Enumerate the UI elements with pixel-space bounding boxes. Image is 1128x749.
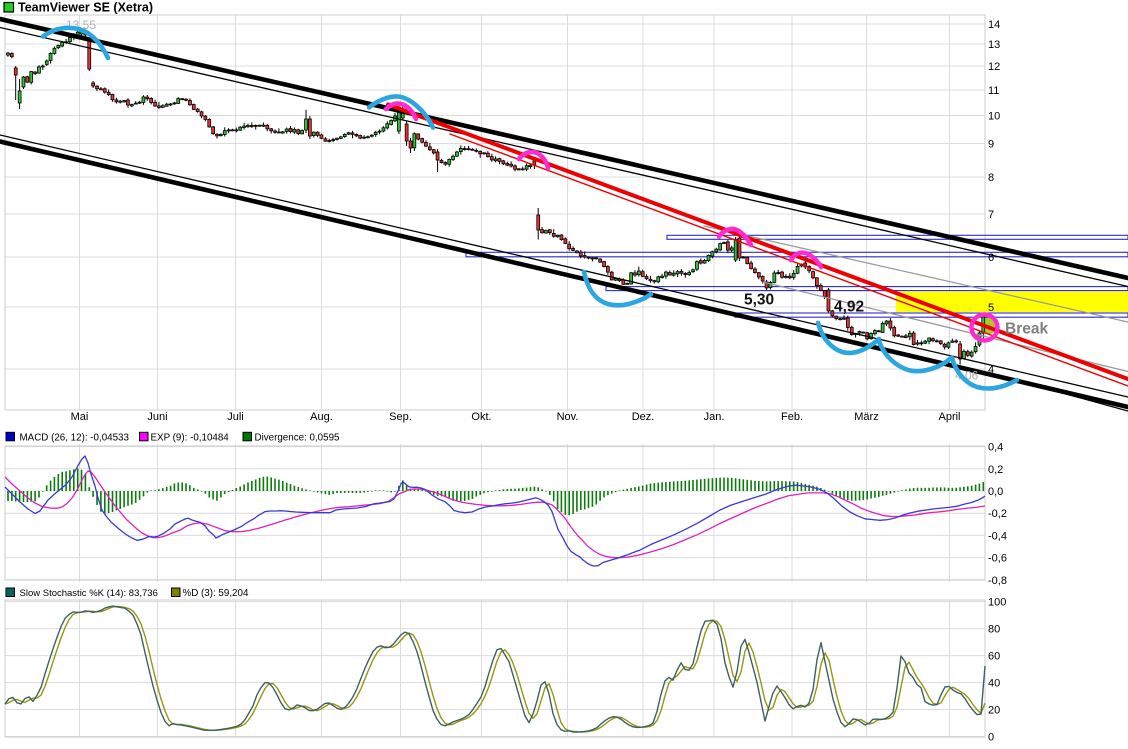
svg-text:14: 14	[988, 19, 1000, 31]
svg-text:13: 13	[988, 39, 1000, 51]
svg-text:7: 7	[988, 209, 994, 221]
svg-text:MACD (26, 12): -0,04533: MACD (26, 12): -0,04533	[20, 432, 130, 443]
svg-text:Jan.: Jan.	[704, 411, 725, 423]
svg-text:0,2: 0,2	[988, 464, 1003, 476]
svg-text:Sep.: Sep.	[389, 411, 412, 423]
svg-text:-0,8: -0,8	[988, 575, 1007, 587]
svg-text:5: 5	[988, 302, 994, 314]
svg-text:0,0: 0,0	[988, 486, 1003, 498]
svg-text:40: 40	[988, 678, 1000, 690]
svg-text:Nov.: Nov.	[557, 411, 579, 423]
svg-text:Juni: Juni	[147, 411, 167, 423]
svg-text:4,92: 4,92	[834, 299, 864, 316]
svg-text:0: 0	[988, 732, 994, 744]
svg-text:Juli: Juli	[227, 411, 244, 423]
svg-text:%D (3): 59,204: %D (3): 59,204	[183, 588, 249, 599]
svg-text:11: 11	[988, 85, 999, 97]
svg-text:Slow Stochastic %K (14): 83,73: Slow Stochastic %K (14): 83,736	[20, 588, 158, 599]
svg-text:TeamViewer SE (Xetra): TeamViewer SE (Xetra)	[18, 1, 153, 15]
svg-text:12: 12	[988, 61, 1000, 73]
svg-text:0,4: 0,4	[988, 442, 1003, 454]
svg-text:Aug.: Aug.	[310, 411, 333, 423]
svg-text:Dez.: Dez.	[632, 411, 655, 423]
svg-text:4: 4	[988, 364, 994, 376]
svg-text:5,30: 5,30	[744, 292, 774, 309]
svg-text:6: 6	[988, 252, 994, 264]
svg-text:80: 80	[988, 624, 1000, 636]
svg-text:8: 8	[988, 172, 994, 184]
svg-text:April: April	[938, 411, 960, 423]
svg-text:10: 10	[988, 111, 1000, 123]
svg-text:Feb.: Feb.	[781, 411, 803, 423]
svg-text:Break: Break	[1005, 321, 1048, 338]
svg-text:Mai: Mai	[71, 411, 89, 423]
svg-text:EXP (9): -0,10484: EXP (9): -0,10484	[151, 432, 230, 443]
svg-text:-0,2: -0,2	[988, 508, 1007, 520]
svg-text:9: 9	[988, 139, 994, 151]
svg-text:60: 60	[988, 651, 1000, 663]
svg-text:Divergence: 0,0595: Divergence: 0,0595	[255, 432, 341, 443]
svg-text:-0,6: -0,6	[988, 553, 1007, 565]
svg-text:Okt.: Okt.	[471, 411, 491, 423]
svg-text:-0,4: -0,4	[988, 530, 1007, 542]
svg-text:20: 20	[988, 705, 1000, 717]
svg-text:März: März	[854, 411, 878, 423]
svg-text:100: 100	[988, 597, 1006, 609]
